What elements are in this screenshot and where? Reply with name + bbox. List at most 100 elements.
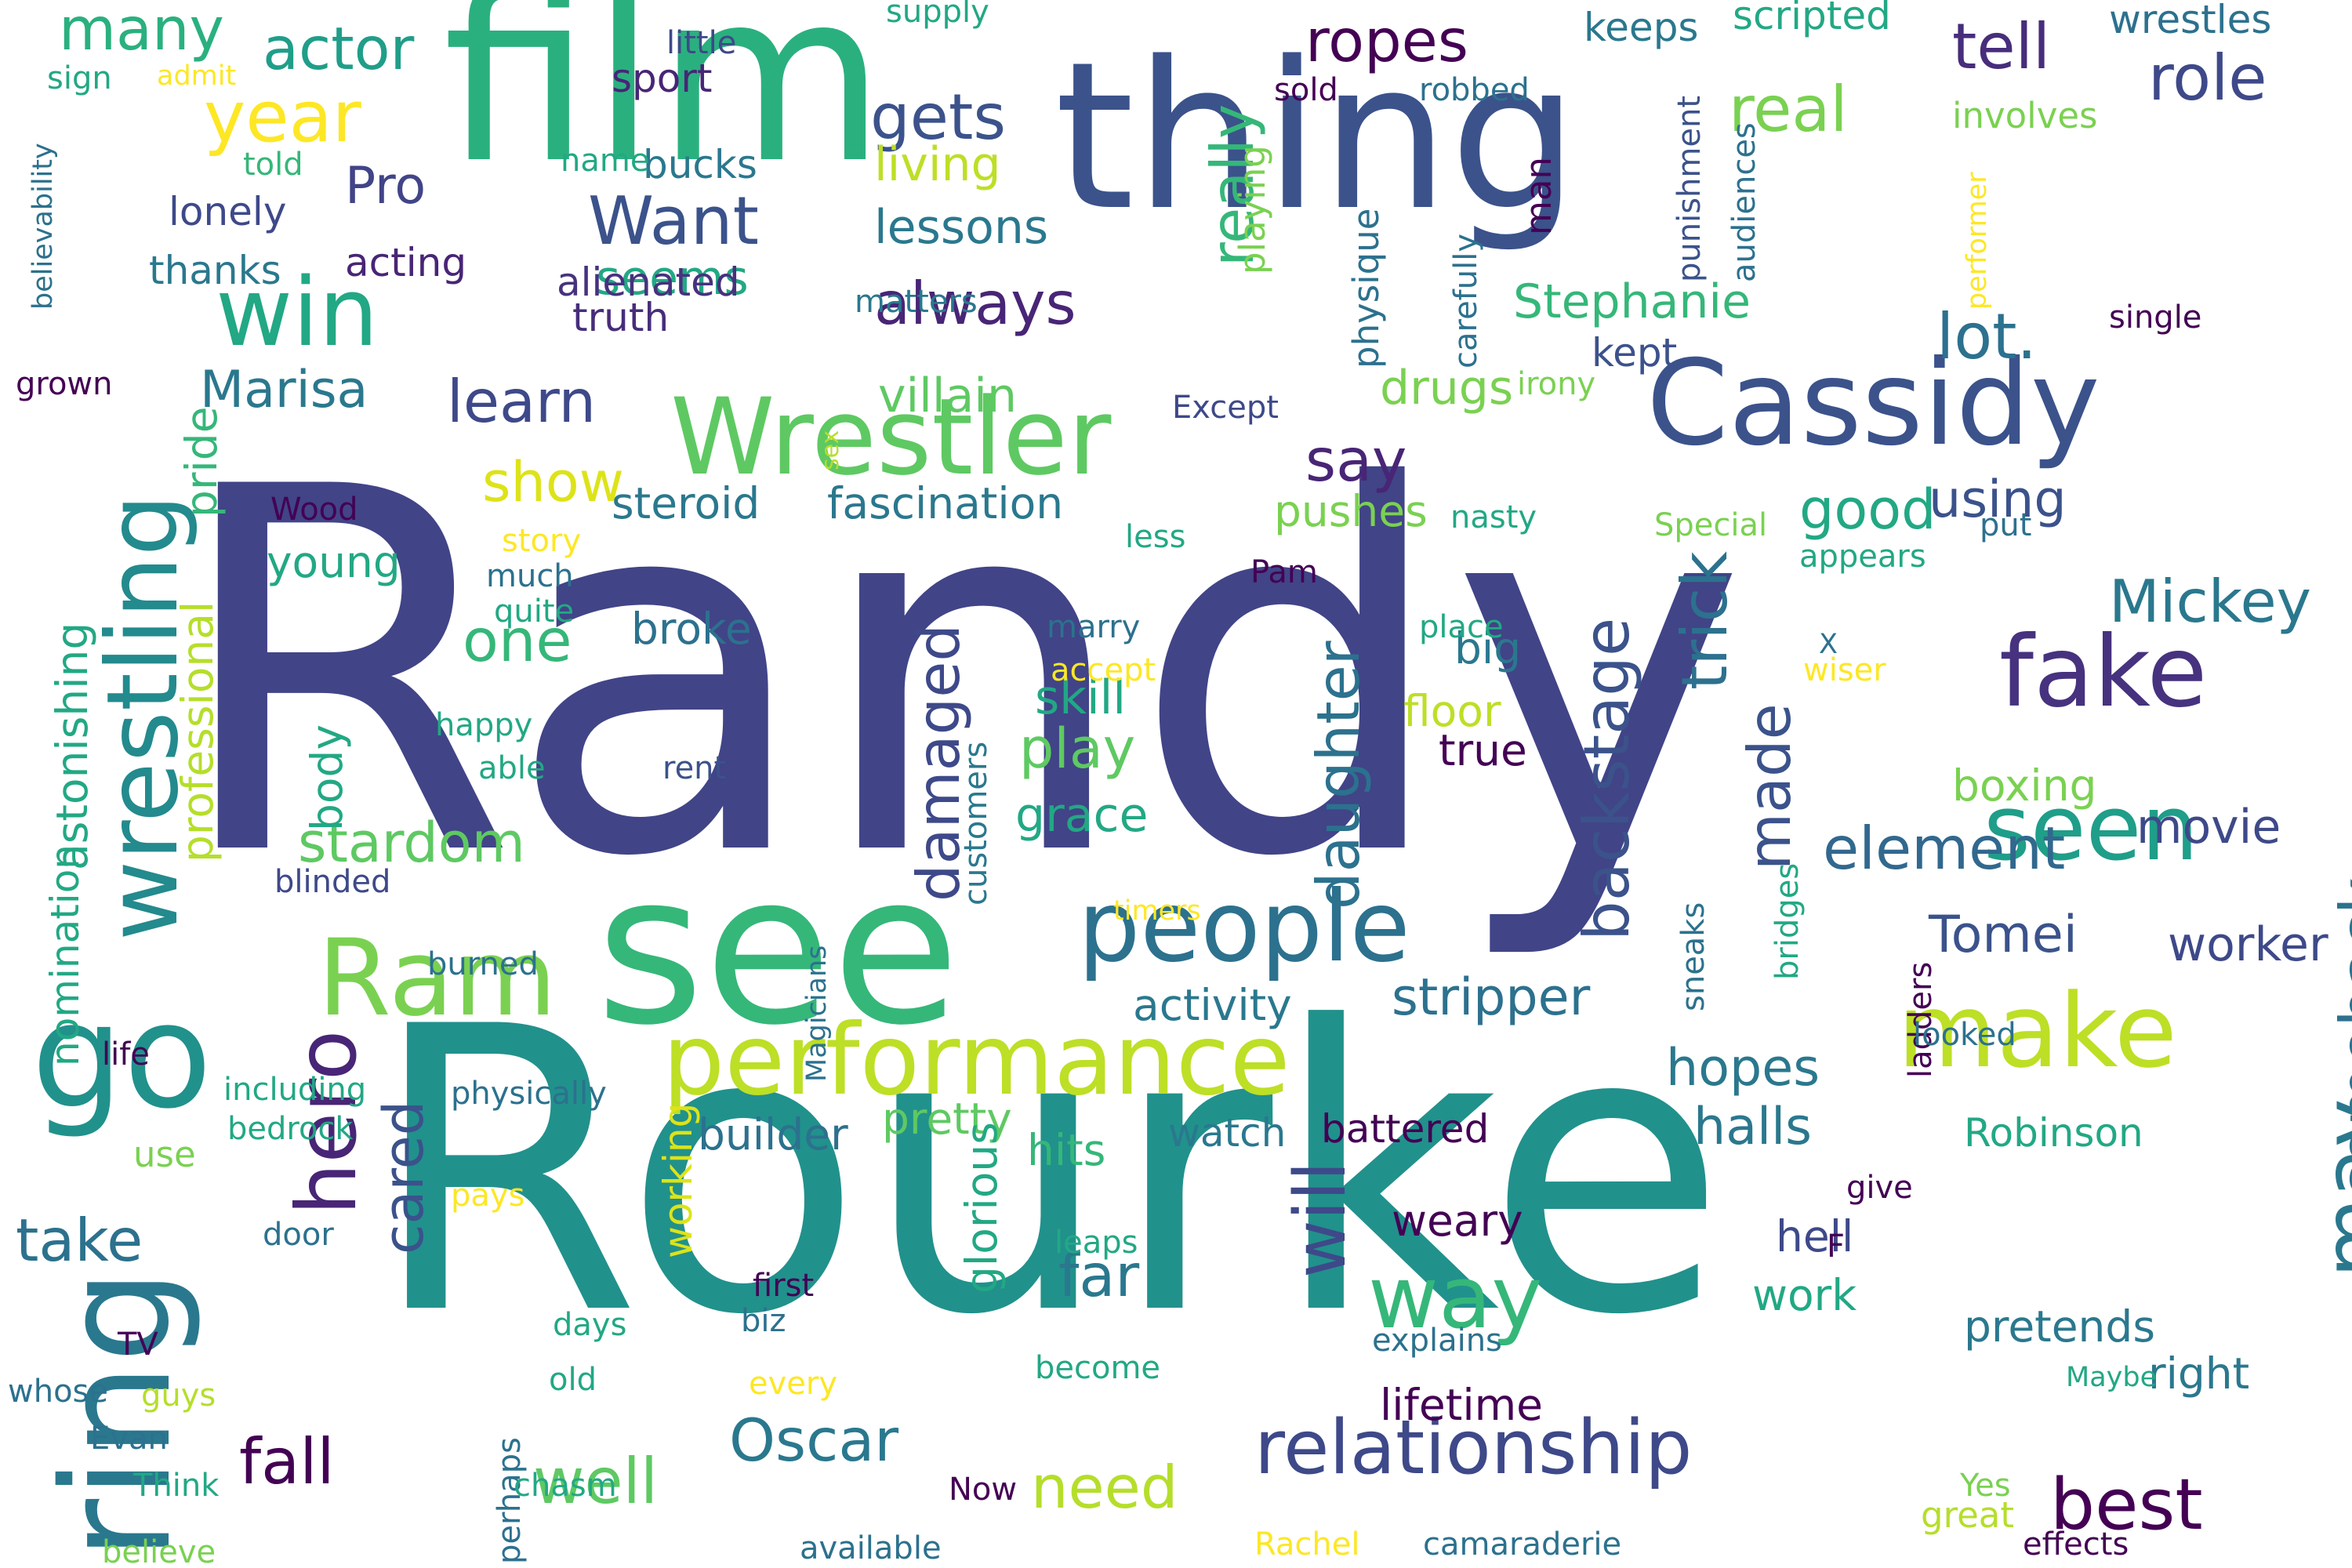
cloud-word: alienated (557, 260, 740, 305)
cloud-word: timers (1113, 895, 1201, 927)
cloud-word: leaps (1054, 1225, 1138, 1261)
cloud-word: playing (1232, 145, 1273, 274)
cloud-word: show (482, 450, 624, 514)
cloud-word: professional (172, 601, 223, 862)
cloud-word: grown (16, 366, 113, 402)
cloud-word: Marisa (200, 361, 368, 419)
cloud-word: nomination (42, 844, 88, 1066)
cloud-word: right (2148, 1348, 2250, 1399)
cloud-word: fall (239, 1425, 335, 1498)
cloud-word: builder (698, 1109, 848, 1160)
cloud-word: way (1368, 1247, 1543, 1348)
cloud-word: take (16, 1206, 143, 1275)
cloud-word: rent (662, 750, 727, 786)
cloud-word: sex (817, 430, 844, 470)
cloud-word: lot. (1936, 300, 2037, 373)
cloud-word: actor (263, 14, 415, 83)
cloud-word: wrestles (2109, 0, 2272, 42)
cloud-word: Now (949, 1472, 1018, 1508)
cloud-word: seen (1984, 776, 2199, 881)
cloud-word: customers (958, 741, 994, 906)
cloud-word: acting (345, 240, 467, 285)
cloud-word: explains (1372, 1323, 1502, 1359)
cloud-word: Ram (318, 916, 557, 1040)
cloud-word: TV (118, 1327, 158, 1363)
cloud-word: Rourke (368, 944, 1727, 1400)
cloud-word: sold (1274, 72, 1338, 108)
cloud-word: appears (1799, 539, 1926, 575)
cloud-word: made (1735, 703, 1804, 870)
cloud-word: biz (741, 1303, 786, 1339)
cloud-word: young (267, 537, 401, 587)
cloud-word: grace (1015, 788, 1149, 843)
cloud-word: body (302, 724, 352, 831)
cloud-word: physically (451, 1076, 607, 1112)
cloud-word: weary (1392, 1196, 1523, 1246)
cloud-word: need (1031, 1453, 1178, 1522)
cloud-word: F (1827, 1229, 1846, 1265)
cloud-word: activity (1133, 980, 1292, 1030)
cloud-word: marry (1047, 609, 1141, 645)
cloud-word: Magicians (801, 945, 833, 1082)
cloud-word: big (1454, 623, 1522, 673)
cloud-word: place (1419, 609, 1504, 645)
cloud-word: fake (1999, 615, 2208, 729)
cloud-word: performance (662, 1004, 1290, 1117)
cloud-word: learn (447, 367, 596, 436)
cloud-word: scripted (1733, 0, 1891, 38)
cloud-word: audiences (1726, 122, 1762, 282)
cloud-word: including (223, 1072, 367, 1108)
cloud-word: stardom (298, 811, 525, 875)
cloud-word: Cassidy (1646, 336, 2100, 472)
cloud-word: days (553, 1307, 627, 1343)
cloud-word: tell (1952, 10, 2051, 83)
cloud-word: seems (596, 251, 749, 306)
cloud-word: name (561, 143, 650, 179)
cloud-word: using (1929, 470, 2067, 529)
cloud-word: use (133, 1134, 196, 1175)
cloud-word: irony (1517, 366, 1596, 402)
cloud-word: told (243, 147, 303, 183)
cloud-word: believe (102, 1534, 216, 1568)
cloud-word: nasty (1450, 499, 1537, 535)
cloud-word: boxing (1952, 760, 2097, 811)
cloud-word: pretty (882, 1094, 1012, 1144)
cloud-word: burned (427, 946, 539, 982)
cloud-word: every (749, 1366, 838, 1402)
cloud-word: real (1729, 73, 1848, 146)
cloud-word: stripper (1392, 968, 1591, 1027)
cloud-word: ropes (1305, 6, 1468, 75)
cloud-word: floor (1403, 686, 1501, 736)
cloud-word: old (549, 1362, 597, 1398)
cloud-word: drugs (1380, 361, 1514, 416)
cloud-word: Stephanie (1513, 274, 1751, 329)
cloud-word: true (1439, 725, 1527, 775)
cloud-word: life (102, 1036, 150, 1073)
cloud-word: hell (1776, 1211, 1854, 1261)
cloud-word: movie (2136, 800, 2281, 855)
cloud-word: see (596, 829, 960, 1071)
cloud-word: relationship (1254, 1405, 1693, 1491)
cloud-word: matters (855, 284, 978, 320)
cloud-word: Except (1172, 390, 1279, 426)
cloud-word: pushes (1274, 486, 1428, 536)
cloud-word: single (2109, 299, 2202, 336)
cloud-word: hits (1027, 1125, 1106, 1175)
cloud-word: great (1921, 1494, 2014, 1536)
cloud-word: sign (47, 60, 112, 96)
cloud-word: guys (141, 1377, 216, 1414)
cloud-word: glorious (956, 1122, 1007, 1294)
cloud-word: pays (451, 1178, 525, 1214)
cloud-word: working (655, 1102, 701, 1258)
cloud-word: door (263, 1217, 334, 1253)
cloud-word: performer (1962, 172, 1993, 310)
cloud-word: year (204, 76, 361, 158)
cloud-word: element (1823, 814, 2066, 883)
cloud-word: become (1035, 1350, 1161, 1386)
cloud-word: broke (631, 604, 752, 654)
cloud-word: keeps (1584, 5, 1699, 50)
cloud-word: astonishing (47, 622, 97, 870)
cloud-word: say (1305, 426, 1407, 495)
cloud-word: able (478, 750, 546, 786)
cloud-word: film (443, 0, 886, 215)
